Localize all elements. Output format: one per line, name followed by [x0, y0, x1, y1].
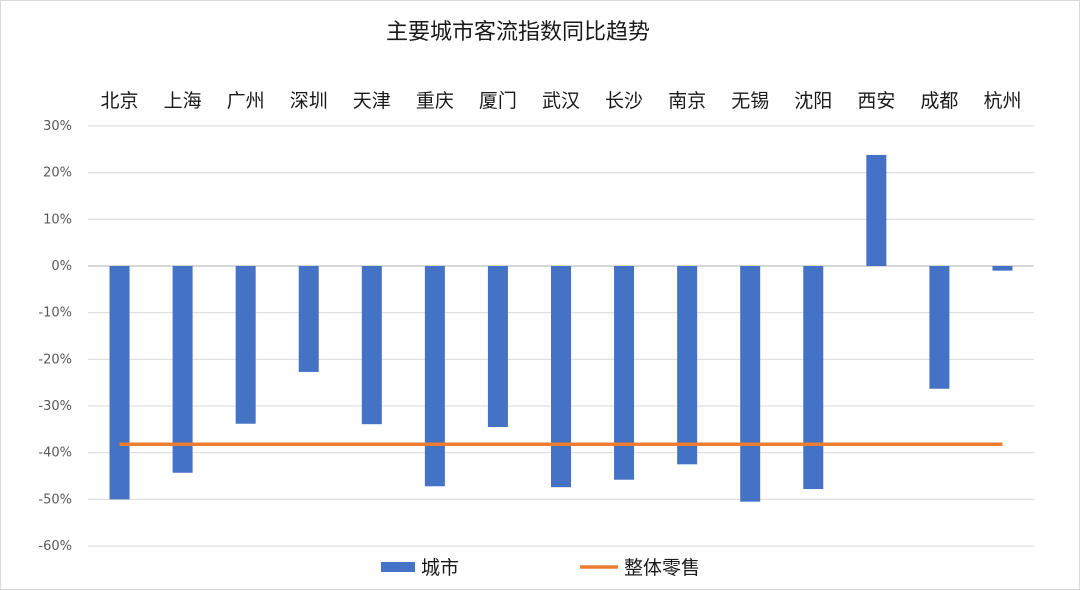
category-label: 长沙 — [605, 90, 643, 112]
legend-label: 城市 — [421, 557, 459, 579]
bar-北京 — [109, 266, 130, 500]
category-label: 厦门 — [479, 90, 517, 112]
category-label: 重庆 — [416, 90, 454, 112]
bar-重庆 — [424, 266, 445, 487]
category-label: 天津 — [353, 90, 391, 112]
category-label: 沈阳 — [794, 90, 832, 112]
category-label: 北京 — [101, 90, 139, 112]
bar-深圳 — [298, 266, 319, 372]
bar-武汉 — [551, 266, 571, 488]
y-tick-label: -40% — [38, 446, 72, 461]
y-tick-label: -60% — [38, 539, 72, 554]
bar-series — [109, 154, 1013, 502]
bar-南京 — [677, 266, 698, 465]
bar-天津 — [361, 266, 382, 425]
category-label: 南京 — [668, 90, 706, 112]
bar-沈阳 — [803, 266, 824, 490]
bar-西安 — [866, 154, 887, 266]
y-tick-label: 10% — [43, 212, 72, 227]
category-label: 西安 — [857, 90, 895, 112]
legend-label: 整体零售 — [624, 557, 700, 579]
y-tick-label: -10% — [38, 306, 72, 321]
bar-广州 — [235, 266, 256, 424]
y-tick-label: 0% — [51, 259, 72, 274]
y-tick-label: -30% — [38, 399, 72, 414]
bar-厦门 — [487, 266, 508, 427]
category-label: 无锡 — [731, 90, 769, 112]
category-label: 成都 — [920, 90, 958, 112]
legend-swatch-bar — [381, 562, 415, 572]
bar-成都 — [929, 266, 950, 389]
y-tick-label: 30% — [43, 119, 72, 134]
category-label: 广州 — [227, 90, 265, 112]
legend: 城市 整体零售 — [381, 557, 700, 579]
category-label: 杭州 — [983, 90, 1021, 112]
category-labels: 北京 上海 广州 深圳 天津 重庆 厦门 武汉 长沙 南京 无锡 沈阳 西安 成都 杭州 — [101, 90, 1022, 112]
bar-长沙 — [614, 266, 635, 480]
y-tick-label: -50% — [38, 492, 72, 507]
bar-无锡 — [740, 266, 761, 502]
category-label: 上海 — [164, 90, 202, 112]
y-tick-label: -20% — [38, 352, 72, 367]
bar-杭州 — [992, 266, 1013, 271]
y-axis-ticks: 30% 20% 10% 0% -10% -20% -30% -40% -50% -60% — [38, 119, 72, 554]
category-label: 深圳 — [290, 90, 328, 112]
y-tick-label: 20% — [43, 166, 72, 181]
category-label: 武汉 — [542, 90, 580, 112]
bar-上海 — [172, 266, 193, 473]
chart-title: 主要城市客流指数同比趋势 — [385, 20, 650, 45]
